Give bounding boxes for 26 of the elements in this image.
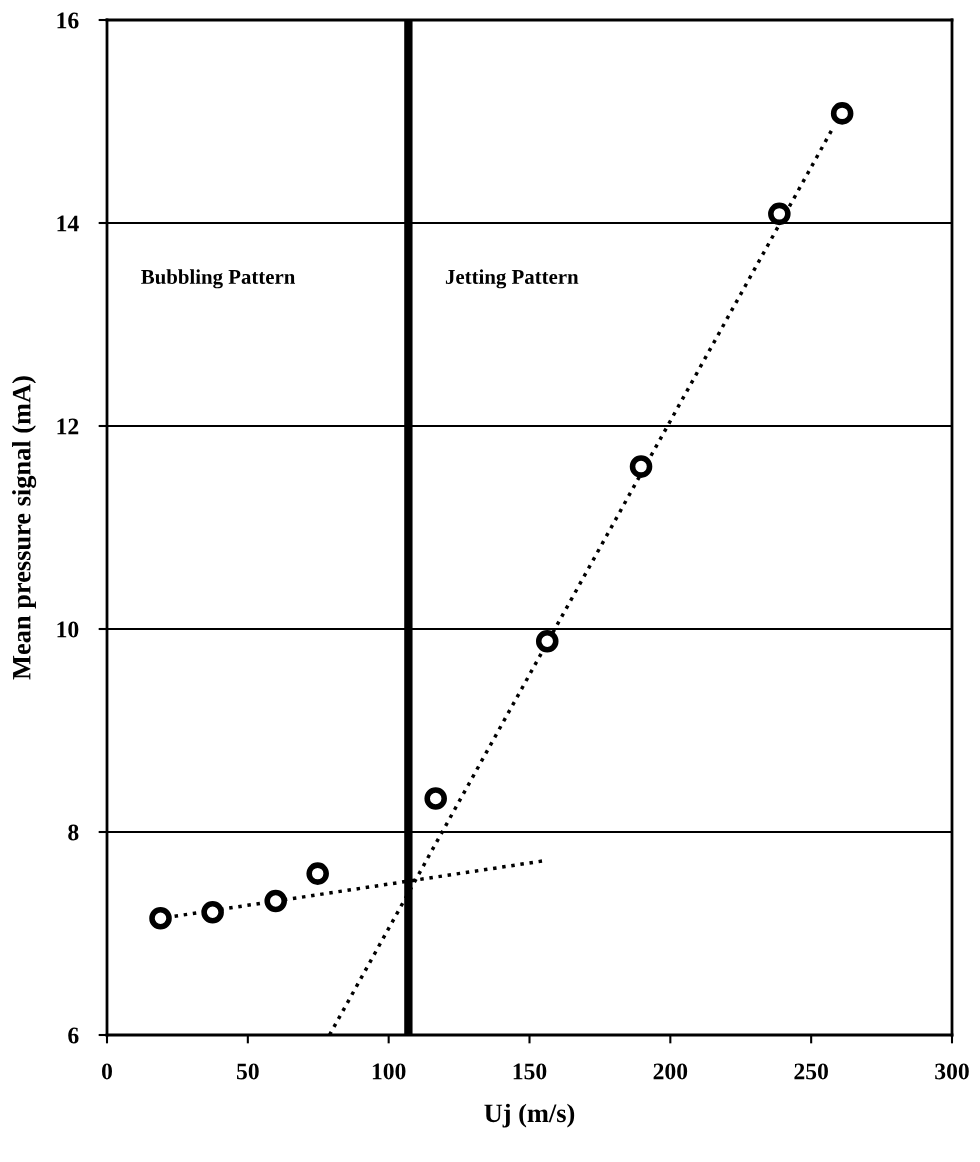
y-tick-label: 6 <box>68 1027 79 1044</box>
point <box>149 906 172 930</box>
point <box>629 455 653 478</box>
x-tick-label: 150 <box>513 1063 547 1080</box>
annotation: Jetting Pattern <box>445 269 579 289</box>
y-tick-label: 12 <box>57 418 79 435</box>
point <box>424 787 447 810</box>
point <box>264 889 287 913</box>
y-tick-label: 16 <box>57 12 79 29</box>
x-tick-label: 50 <box>236 1063 259 1080</box>
x-tick-label: 300 <box>935 1063 969 1080</box>
y-axis-title: Mean pressure signal (mA) <box>12 376 37 680</box>
y-tick-label: 8 <box>68 824 79 841</box>
point <box>830 102 854 125</box>
x-axis-title: Uj (m/s) <box>484 1103 575 1128</box>
point <box>306 862 329 885</box>
x-tick-label: 200 <box>653 1063 688 1080</box>
point <box>201 900 224 924</box>
x-tick-label: 100 <box>372 1063 406 1080</box>
y-tick-label: 10 <box>57 621 79 638</box>
point <box>768 202 791 226</box>
annotation: Bubbling Pattern <box>141 269 296 289</box>
x-tick-label: 250 <box>794 1063 828 1080</box>
y-tick-label: 14 <box>57 215 79 232</box>
x-tick-label: 0 <box>102 1063 112 1080</box>
point <box>535 629 559 653</box>
